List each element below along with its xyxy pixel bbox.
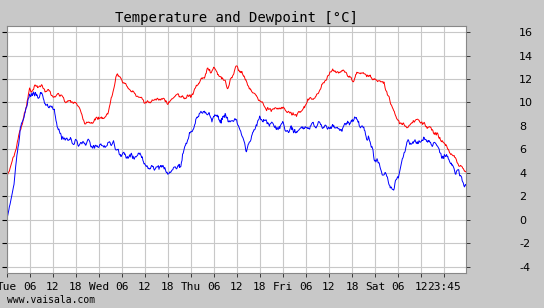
- Text: www.vaisala.com: www.vaisala.com: [7, 295, 95, 305]
- Title: Temperature and Dewpoint [°C]: Temperature and Dewpoint [°C]: [115, 11, 358, 25]
